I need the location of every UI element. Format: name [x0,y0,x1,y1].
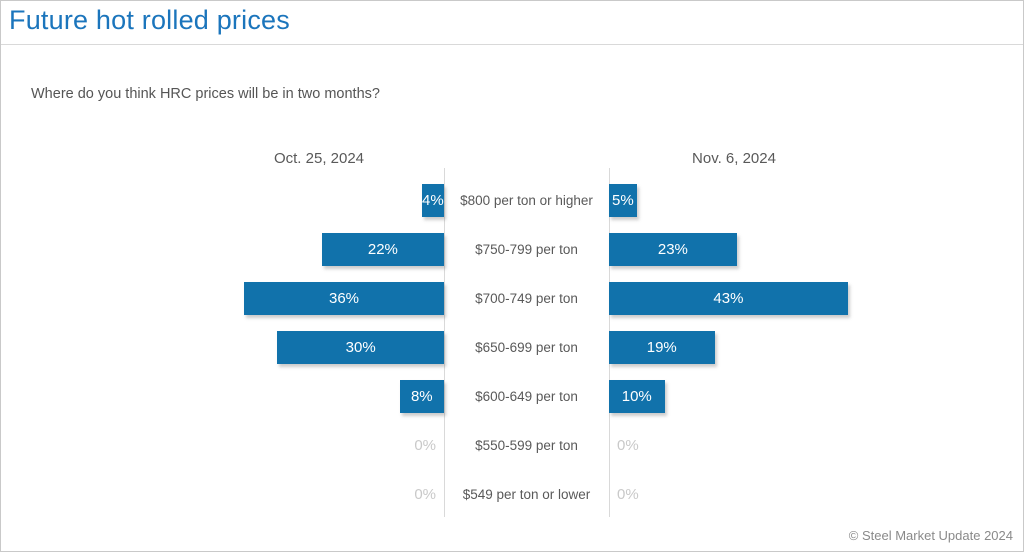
right-bar: 5% [609,184,637,217]
category-label: $750-799 per ton [475,241,578,257]
butterfly-chart: Oct. 25, 2024 Nov. 6, 2024 4% $800 per to… [194,146,859,519]
chart-header: Oct. 25, 2024 Nov. 6, 2024 [194,146,859,170]
left-bar: 36% [244,282,444,315]
zero-value-label: 0% [414,437,436,454]
category-cell: $550-599 per ton [444,421,609,470]
right-bar: 43% [609,282,848,315]
chart-row: 30% $650-699 per ton 19% [194,323,859,372]
category-cell: $700-749 per ton [444,274,609,323]
left-series-label: Oct. 25, 2024 [273,149,365,167]
right-bar: 23% [609,233,737,266]
bar-value-label: 19% [646,339,677,356]
category-cell: $600-649 per ton [444,372,609,421]
survey-question: Where do you think HRC prices will be in… [31,86,380,102]
chart-rows: 4% $800 per ton or higher 5% 22% $750-799 pe… [194,168,859,519]
category-cell: $750-799 per ton [444,225,609,274]
bar-value-label: 8% [410,388,433,405]
category-label: $549 per ton or lower [462,486,591,502]
right-bar-cell: 10% [609,372,859,421]
left-bar: 8% [399,380,444,413]
right-bar: 19% [609,331,715,364]
bar-value-label: 4% [422,192,444,209]
zero-value-label: 0% [414,486,436,503]
right-bar-cell: 0% [609,421,859,470]
right-bar-cell: 0% [609,470,859,519]
left-bar: 30% [277,331,444,364]
right-series-label: Nov. 6, 2024 [692,149,776,167]
right-bar-cell: 5% [609,176,859,225]
right-bar: 10% [609,380,665,413]
chart-row: 36% $700-749 per ton 43% [194,274,859,323]
category-cell: $549 per ton or lower [444,470,609,519]
left-bar: 22% [321,233,444,266]
left-axis-line [444,168,445,517]
category-label: $650-699 per ton [475,339,578,355]
category-cell: $650-699 per ton [444,323,609,372]
copyright: © Steel Market Update 2024 [848,528,1013,543]
chart-row: 0% $550-599 per ton 0% [194,421,859,470]
chart-row: 8% $600-649 per ton 10% [194,372,859,421]
right-bar-cell: 23% [609,225,859,274]
left-bar-cell: 30% [194,323,444,372]
bar-value-label: 5% [612,192,634,209]
bar-value-label: 23% [657,241,688,258]
chart-row: 0% $549 per ton or lower 0% [194,470,859,519]
left-bar-cell: 4% [194,176,444,225]
chart-row: 22% $750-799 per ton 23% [194,225,859,274]
left-bar-cell: 36% [194,274,444,323]
category-label: $600-649 per ton [475,388,578,404]
bar-value-label: 22% [367,241,398,258]
bar-value-label: 10% [621,388,652,405]
category-label: $700-749 per ton [475,290,578,306]
bar-value-label: 30% [345,339,376,356]
page-title: Future hot rolled prices [9,5,290,35]
category-label: $550-599 per ton [475,437,578,453]
zero-value-label: 0% [617,437,639,454]
bar-value-label: 36% [328,290,360,307]
zero-value-label: 0% [617,486,639,503]
left-bar-cell: 8% [194,372,444,421]
right-bar-cell: 43% [609,274,859,323]
left-bar: 4% [421,184,444,217]
right-bar-cell: 19% [609,323,859,372]
category-label: $800 per ton or higher [460,192,593,208]
left-bar-cell: 0% [194,470,444,519]
title-divider [1,44,1023,45]
left-bar-cell: 0% [194,421,444,470]
category-cell: $800 per ton or higher [444,176,609,225]
left-bar-cell: 22% [194,225,444,274]
bar-value-label: 43% [713,290,744,307]
chart-row: 4% $800 per ton or higher 5% [194,176,859,225]
